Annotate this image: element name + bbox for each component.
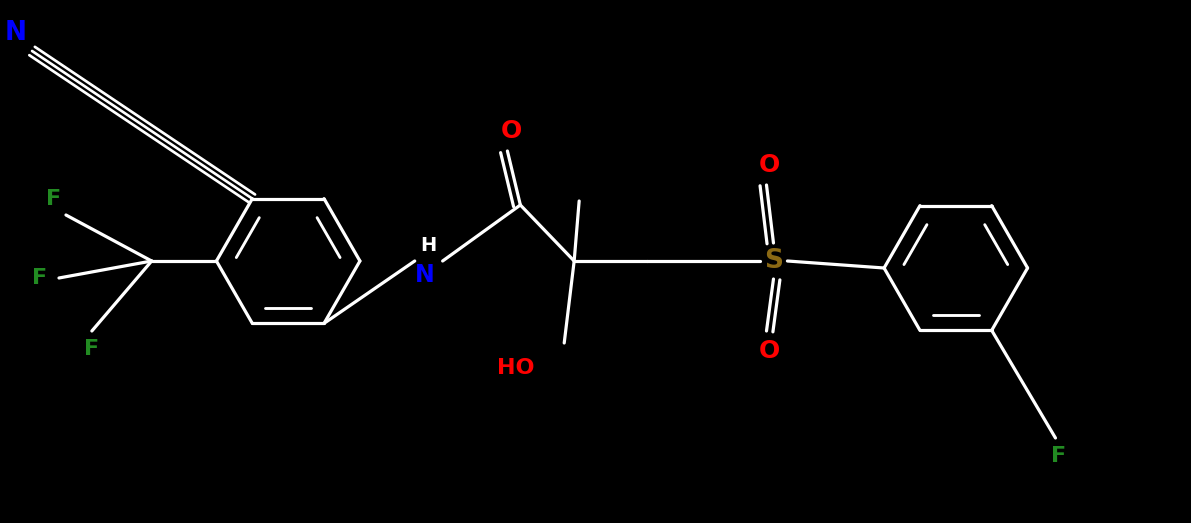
Text: S: S [763, 248, 782, 274]
Text: O: O [759, 339, 780, 363]
Text: F: F [1050, 446, 1066, 466]
Text: O: O [500, 119, 522, 143]
Text: F: F [85, 339, 99, 359]
Text: F: F [32, 268, 46, 288]
Text: HO: HO [497, 358, 535, 378]
Text: N: N [5, 20, 27, 46]
Text: H: H [420, 236, 437, 255]
Text: O: O [759, 153, 780, 177]
Text: N: N [414, 263, 435, 287]
Text: F: F [45, 189, 61, 209]
